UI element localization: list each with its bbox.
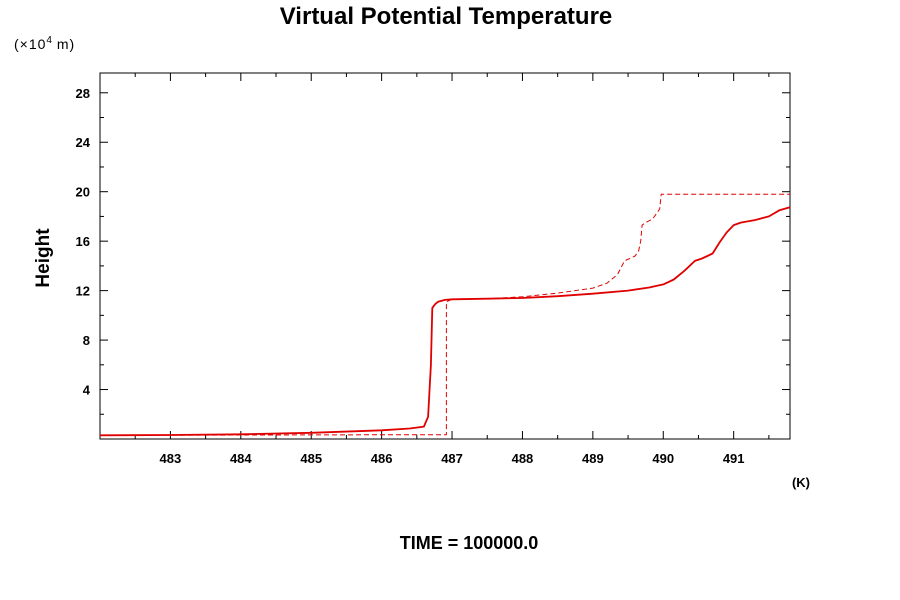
y-tick-label: 8	[83, 333, 90, 348]
x-tick-label: 486	[371, 451, 393, 466]
axis-tick-labels: 483 484 485 486 487 488 489 490 491 4 8 12 16 20 24 28	[76, 86, 745, 466]
series-line-solid	[99, 206, 791, 437]
y-units-exponent: 4	[46, 35, 52, 46]
y-tick-label: 12	[76, 284, 90, 299]
x-tick-label: 491	[723, 451, 745, 466]
x-tick-label: 490	[652, 451, 674, 466]
y-tick-label: 4	[83, 383, 91, 398]
data-series	[99, 193, 791, 437]
x-tick-label: 487	[441, 451, 463, 466]
x-tick-label: 485	[300, 451, 322, 466]
x-tick-label: 483	[160, 451, 182, 466]
x-tick-label: 484	[230, 451, 252, 466]
y-axis-label: Height	[33, 228, 54, 288]
y-units-suffix: m)	[52, 36, 75, 52]
time-footer: TIME = 100000.0	[400, 533, 539, 553]
axis-ticks	[99, 73, 790, 439]
y-tick-label: 16	[76, 234, 90, 249]
chart-title: Virtual Potential Temperature	[280, 3, 613, 30]
x-tick-label: 489	[582, 451, 604, 466]
x-units-label: (K)	[792, 475, 810, 490]
y-units-prefix: (×10	[14, 36, 46, 52]
y-tick-label: 20	[76, 185, 90, 200]
y-tick-label: 28	[76, 86, 90, 101]
y-units-label: (×104 m)	[14, 35, 75, 52]
y-tick-label: 24	[76, 135, 91, 150]
plot-frame	[99, 72, 791, 440]
x-tick-label: 488	[512, 451, 534, 466]
series-line-dashed	[99, 193, 790, 436]
